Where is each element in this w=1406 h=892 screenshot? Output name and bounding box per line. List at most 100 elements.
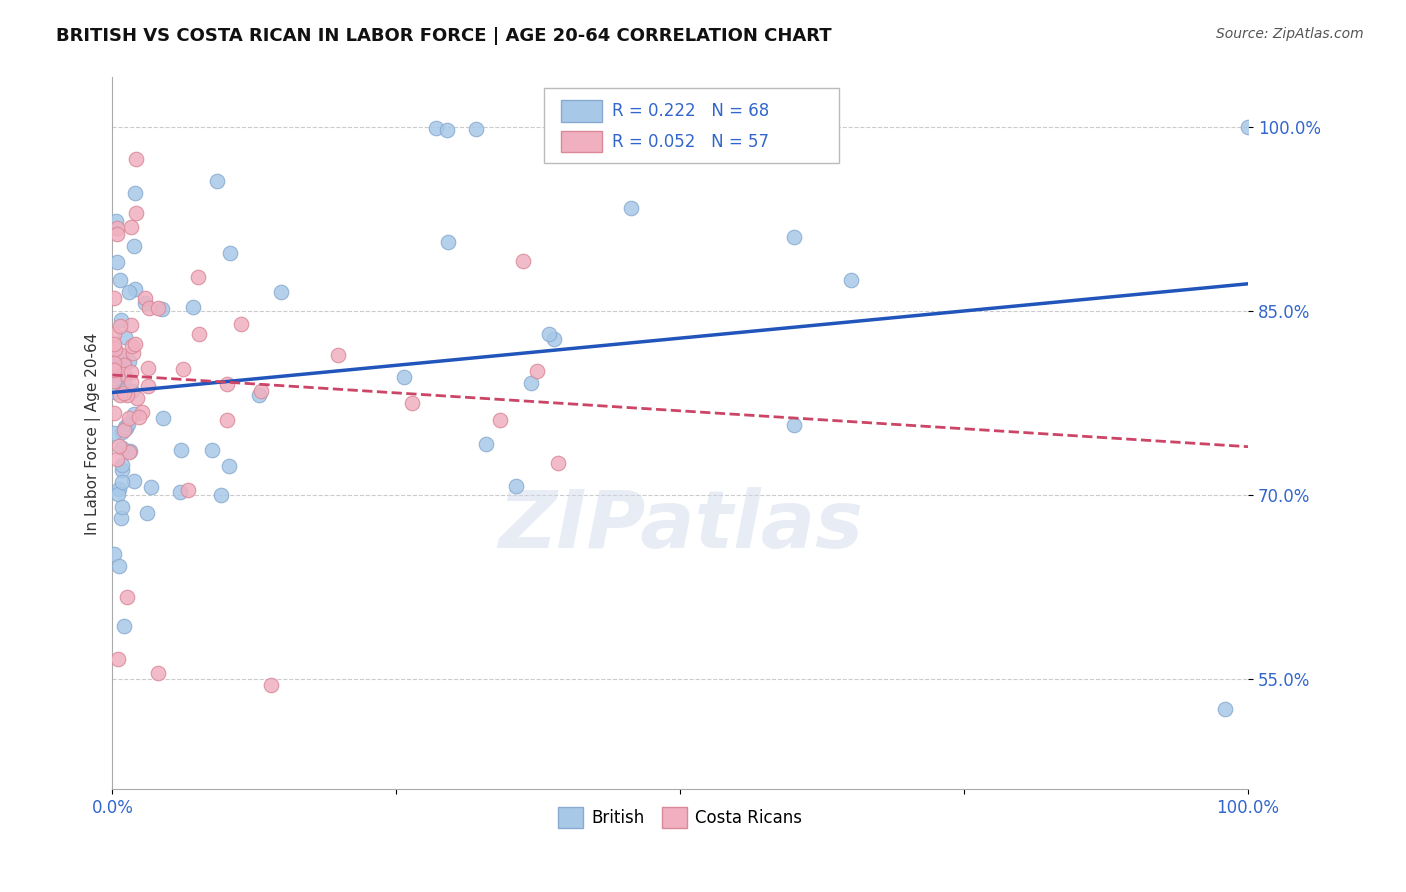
Point xyxy=(169,443,191,458)
Point xyxy=(107,487,129,501)
Point xyxy=(326,348,349,362)
Point xyxy=(122,346,145,360)
Point xyxy=(110,511,132,525)
Point xyxy=(134,291,156,305)
Point xyxy=(217,376,239,391)
Point xyxy=(131,405,153,419)
Point xyxy=(112,619,135,633)
Point xyxy=(111,463,134,477)
Point xyxy=(436,123,458,137)
Point xyxy=(181,300,204,314)
Point xyxy=(620,201,643,215)
Point xyxy=(121,338,143,352)
Point xyxy=(392,370,415,384)
Point xyxy=(103,425,125,440)
Point xyxy=(505,479,527,493)
Point xyxy=(118,411,141,425)
Point xyxy=(103,337,125,351)
Point xyxy=(114,419,136,434)
Point xyxy=(209,488,232,502)
Point xyxy=(489,413,512,427)
Point xyxy=(512,254,534,268)
Point xyxy=(118,354,141,368)
Point xyxy=(120,365,142,379)
Point xyxy=(103,384,125,399)
Point xyxy=(437,235,460,249)
Point xyxy=(401,396,423,410)
Point xyxy=(124,336,146,351)
Point xyxy=(118,285,141,299)
Point xyxy=(125,153,148,167)
Point xyxy=(474,436,496,450)
Point xyxy=(270,285,292,299)
Point xyxy=(112,372,135,386)
Point xyxy=(103,291,125,305)
Point xyxy=(146,301,169,315)
Point xyxy=(543,332,565,346)
Point xyxy=(839,273,862,287)
Point xyxy=(215,413,238,427)
Point xyxy=(107,652,129,666)
FancyBboxPatch shape xyxy=(561,100,602,121)
Point xyxy=(105,227,128,241)
Point xyxy=(122,475,145,489)
Point xyxy=(108,273,131,287)
Point xyxy=(117,590,139,604)
Point xyxy=(229,318,252,332)
Point xyxy=(219,245,242,260)
Point xyxy=(1213,702,1236,716)
Point xyxy=(520,376,543,391)
Point xyxy=(146,665,169,680)
Point xyxy=(111,441,134,455)
Point xyxy=(110,319,132,334)
Point xyxy=(108,439,131,453)
Point xyxy=(247,388,270,402)
Point xyxy=(105,255,128,269)
Point xyxy=(107,370,129,384)
Point xyxy=(218,459,240,474)
Text: Source: ZipAtlas.com: Source: ZipAtlas.com xyxy=(1216,27,1364,41)
Point xyxy=(125,206,148,220)
Point xyxy=(103,406,125,420)
Text: BRITISH VS COSTA RICAN IN LABOR FORCE | AGE 20-64 CORRELATION CHART: BRITISH VS COSTA RICAN IN LABOR FORCE | … xyxy=(56,27,832,45)
Point xyxy=(111,425,134,440)
Point xyxy=(110,388,132,402)
Point xyxy=(117,417,139,431)
Point xyxy=(112,423,135,437)
Point xyxy=(112,367,135,381)
Point xyxy=(1237,120,1260,134)
Point xyxy=(526,364,548,378)
Y-axis label: In Labor Force | Age 20-64: In Labor Force | Age 20-64 xyxy=(86,332,101,534)
Point xyxy=(120,219,142,234)
Point xyxy=(112,358,135,372)
Point xyxy=(136,379,159,393)
Point xyxy=(128,409,150,424)
Point xyxy=(169,484,191,499)
Point xyxy=(111,475,134,490)
Point xyxy=(150,302,173,317)
Point xyxy=(187,270,209,285)
Point xyxy=(783,417,806,432)
Point xyxy=(110,349,132,363)
Point xyxy=(464,122,486,136)
Point xyxy=(103,375,125,389)
Point xyxy=(783,230,806,244)
Text: ZIPatlas: ZIPatlas xyxy=(498,487,863,565)
Text: R = 0.222   N = 68: R = 0.222 N = 68 xyxy=(612,102,769,120)
Point xyxy=(177,483,200,497)
Point xyxy=(110,313,132,327)
Point xyxy=(103,327,125,342)
Point xyxy=(120,375,142,389)
Point xyxy=(250,384,273,398)
Point xyxy=(118,445,141,459)
Point xyxy=(104,349,127,363)
Point xyxy=(112,357,135,371)
Point xyxy=(110,500,132,515)
Point xyxy=(121,318,143,332)
Point xyxy=(108,482,131,496)
Point xyxy=(139,480,162,494)
Point xyxy=(172,362,194,376)
Point xyxy=(188,326,211,341)
Point xyxy=(260,678,283,692)
Point xyxy=(118,443,141,458)
